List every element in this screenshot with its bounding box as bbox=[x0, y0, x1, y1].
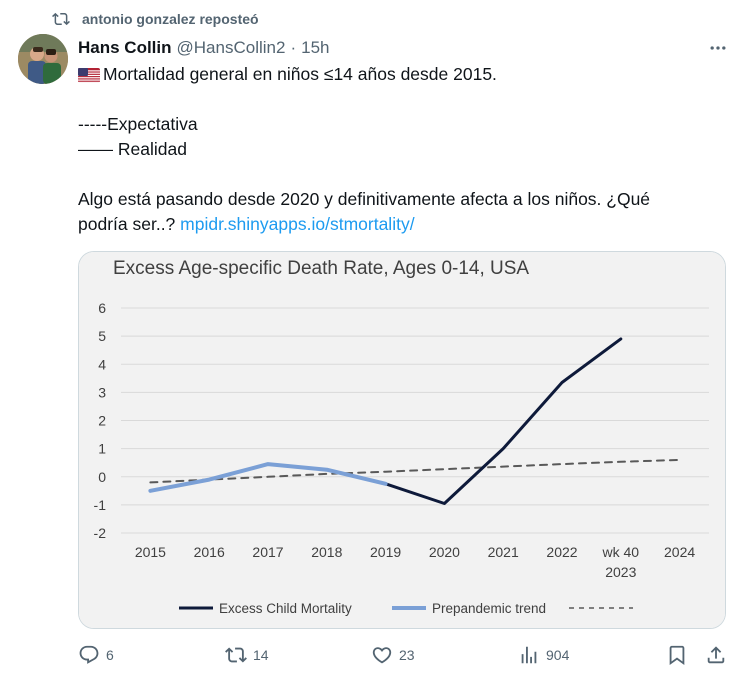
legend-label: Excess Child Mortality bbox=[219, 601, 352, 616]
tweet-actions: 6 14 23 904 bbox=[78, 644, 728, 670]
bookmark-button[interactable] bbox=[666, 644, 688, 666]
x-tick-label: wk 40 bbox=[602, 544, 640, 560]
reply-button[interactable]: 6 bbox=[78, 644, 114, 666]
repost-indicator: antonio gonzalez reposteó bbox=[52, 10, 259, 28]
reply-icon bbox=[79, 645, 99, 664]
x-tick-label: 2021 bbox=[488, 544, 519, 560]
bookmark-icon bbox=[669, 645, 685, 666]
x-tick-label: 2024 bbox=[664, 544, 695, 560]
tweet-line-1: Mortalidad general en niños ≤14 años des… bbox=[103, 64, 497, 84]
series-line bbox=[149, 458, 681, 484]
author-name[interactable]: Hans Collin bbox=[78, 38, 172, 57]
reply-count: 6 bbox=[106, 647, 114, 663]
y-tick-label: -1 bbox=[94, 497, 107, 513]
y-tick-label: 2 bbox=[98, 413, 106, 429]
tweet-line-3: —— Realidad bbox=[78, 139, 187, 159]
x-tick-label: 2015 bbox=[135, 544, 166, 560]
like-icon bbox=[372, 647, 392, 664]
share-icon bbox=[707, 646, 725, 664]
tweet-line-4: Algo está pasando desde 2020 y definitiv… bbox=[78, 189, 651, 209]
y-tick-label: -2 bbox=[94, 525, 107, 541]
share-button[interactable] bbox=[705, 644, 727, 666]
separator-dot: · bbox=[290, 38, 297, 57]
x-tick-label: 2017 bbox=[252, 544, 283, 560]
views-icon bbox=[521, 646, 537, 664]
avatar[interactable] bbox=[18, 34, 68, 84]
retweet-button[interactable]: 14 bbox=[225, 644, 269, 666]
chart-title: Excess Age-specific Death Rate, Ages 0-1… bbox=[113, 258, 529, 279]
tweet-text: Mortalidad general en niños ≤14 años des… bbox=[78, 62, 718, 237]
x-tick-label: 2022 bbox=[546, 544, 577, 560]
x-tick-label: 2023 bbox=[605, 564, 636, 580]
x-tick-label: 2019 bbox=[370, 544, 401, 560]
y-tick-label: 1 bbox=[98, 441, 106, 457]
x-tick-label: 2020 bbox=[429, 544, 460, 560]
y-tick-label: 4 bbox=[98, 356, 106, 372]
tweet-link[interactable]: mpidr.shinyapps.io/stmortality/ bbox=[180, 214, 415, 234]
x-tick-label: 2016 bbox=[194, 544, 225, 560]
y-tick-label: 6 bbox=[98, 300, 106, 316]
more-options-button[interactable] bbox=[706, 36, 730, 60]
legend-label: Prepandemic trend bbox=[432, 601, 546, 616]
series-line bbox=[148, 462, 388, 493]
chart-image-card[interactable]: Excess Age-specific Death Rate, Ages 0-1… bbox=[78, 251, 726, 629]
tweet-line-2: -----Expectativa bbox=[78, 114, 198, 134]
more-icon bbox=[710, 46, 726, 50]
views-count: 904 bbox=[546, 647, 570, 663]
like-button[interactable]: 23 bbox=[371, 644, 415, 666]
y-tick-label: 5 bbox=[98, 328, 106, 344]
chart: Excess Age-specific Death Rate, Ages 0-1… bbox=[79, 252, 725, 628]
y-tick-label: 3 bbox=[98, 384, 106, 400]
retweet-count: 14 bbox=[253, 647, 269, 663]
timestamp[interactable]: 15h bbox=[301, 38, 330, 57]
us-flag-icon bbox=[78, 68, 100, 83]
y-tick-label: 0 bbox=[98, 469, 106, 485]
x-tick-label: 2018 bbox=[311, 544, 342, 560]
tweet-line-5: podría ser..? bbox=[78, 214, 181, 234]
author-handle[interactable]: @HansCollin2 bbox=[176, 38, 286, 57]
like-count: 23 bbox=[399, 647, 415, 663]
tweet-header: Hans Collin @HansCollin2 · 15h bbox=[78, 36, 730, 60]
views-button[interactable]: 904 bbox=[518, 644, 569, 666]
retweet-icon bbox=[225, 647, 247, 663]
repost-icon bbox=[52, 12, 70, 26]
repost-text[interactable]: antonio gonzalez reposteó bbox=[82, 11, 259, 27]
